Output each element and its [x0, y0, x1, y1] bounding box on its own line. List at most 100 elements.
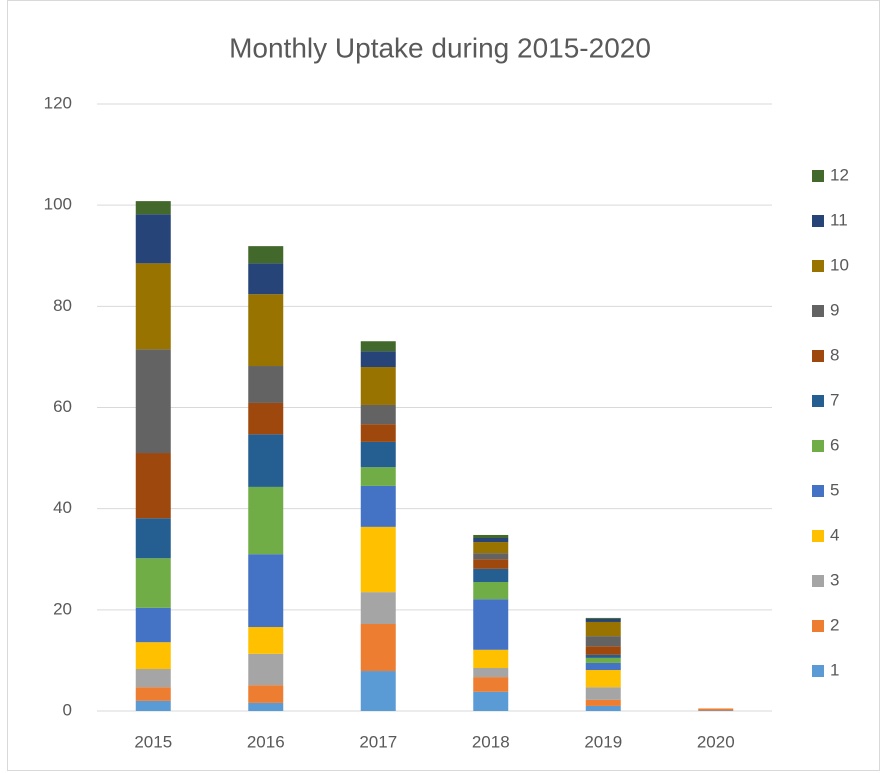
bar-segment — [473, 559, 509, 569]
bar-segment — [135, 558, 171, 608]
bar-segment — [698, 710, 734, 711]
bar-segment — [585, 621, 621, 637]
bar-segment — [135, 669, 171, 688]
bar-segment — [360, 404, 396, 425]
bar-segment — [135, 201, 171, 215]
bar-segment — [473, 582, 509, 600]
bar-segment — [248, 246, 284, 264]
bar-segment — [248, 627, 284, 654]
x-tick-label: 2018 — [472, 732, 510, 751]
bar-segment — [360, 485, 396, 527]
bar-segment — [473, 599, 509, 650]
bar-segment — [248, 653, 284, 686]
bar-segment — [585, 699, 621, 706]
bar-segment — [248, 402, 284, 435]
bar-segment — [585, 687, 621, 700]
bar-segment — [360, 592, 396, 624]
legend-label: 1 — [830, 660, 839, 679]
bar-segment — [585, 662, 621, 671]
legend-label: 8 — [830, 345, 839, 364]
bar-segment — [585, 617, 621, 619]
x-tick-label: 2020 — [697, 732, 735, 751]
bar-segment — [360, 467, 396, 486]
legend-label: 4 — [830, 525, 839, 544]
bar-segment — [585, 654, 621, 658]
bar-segment — [585, 646, 621, 655]
legend-swatch — [812, 350, 824, 362]
legend-label: 3 — [830, 570, 839, 589]
bar-segment — [248, 366, 284, 403]
bar-segment — [248, 685, 284, 703]
legend-swatch — [812, 305, 824, 317]
legend-label: 9 — [830, 300, 839, 319]
bar-segment — [135, 700, 171, 711]
x-tick-label: 2019 — [584, 732, 622, 751]
bar-segment — [473, 538, 509, 543]
bar-segment — [135, 214, 171, 264]
bar-segment — [585, 618, 621, 622]
legend-label: 7 — [830, 390, 839, 409]
bar-segment — [248, 554, 284, 628]
legend-label: 11 — [830, 210, 848, 229]
legend-label: 12 — [830, 165, 849, 184]
bar-segment — [135, 263, 171, 350]
x-tick-label: 2015 — [134, 732, 172, 751]
x-tick-label: 2017 — [359, 732, 397, 751]
legend-swatch — [812, 170, 824, 182]
legend-swatch — [812, 395, 824, 407]
bar-segment — [135, 642, 171, 670]
legend-label: 6 — [830, 435, 839, 454]
bar-segment — [585, 670, 621, 688]
bar-segment — [135, 349, 171, 454]
bar-segment — [360, 671, 396, 711]
y-tick-label: 80 — [53, 296, 72, 315]
y-tick-label: 120 — [44, 93, 72, 112]
bar-segment — [248, 486, 284, 555]
bar-segment — [360, 526, 396, 593]
y-tick-label: 60 — [53, 397, 72, 416]
chart-title: Monthly Uptake during 2015-2020 — [229, 32, 651, 63]
y-tick-label: 40 — [53, 498, 72, 517]
bar-segment — [360, 367, 396, 405]
bar-segment — [473, 668, 509, 678]
bar-segment — [248, 294, 284, 367]
y-tick-label: 0 — [63, 700, 72, 719]
bar-segment — [135, 607, 171, 643]
bar-segment — [473, 649, 509, 669]
bar-segment — [473, 553, 509, 560]
bar-segment — [248, 434, 284, 487]
bar-segment — [248, 702, 284, 711]
bar-segment — [473, 691, 509, 711]
bar-segment — [135, 687, 171, 701]
bar-segment — [360, 424, 396, 442]
legend-swatch — [812, 575, 824, 587]
legend-label: 10 — [830, 255, 849, 274]
bar-segment — [135, 453, 171, 519]
bar-segment — [473, 677, 509, 692]
x-tick-label: 2016 — [247, 732, 285, 751]
legend-swatch — [812, 215, 824, 227]
bar-segment — [135, 518, 171, 559]
legend-swatch — [812, 485, 824, 497]
bar-segment — [360, 341, 396, 352]
bar-segment — [360, 623, 396, 672]
bar-segment — [360, 441, 396, 468]
bar-segment — [698, 708, 734, 711]
bar-segment — [585, 657, 621, 663]
y-tick-label: 100 — [44, 195, 72, 214]
legend-swatch — [812, 530, 824, 542]
legend-label: 2 — [830, 615, 839, 634]
legend-swatch — [812, 620, 824, 632]
legend-swatch — [812, 665, 824, 677]
legend-swatch — [812, 260, 824, 272]
bar-segment — [585, 705, 621, 711]
y-tick-label: 20 — [53, 599, 72, 618]
bar-segment — [585, 636, 621, 647]
legend-label: 5 — [830, 480, 839, 499]
bar-segment — [473, 534, 509, 539]
bar-segment — [473, 542, 509, 554]
bar-segment — [360, 351, 396, 368]
bar-segment — [248, 263, 284, 295]
bar-segment — [473, 568, 509, 583]
